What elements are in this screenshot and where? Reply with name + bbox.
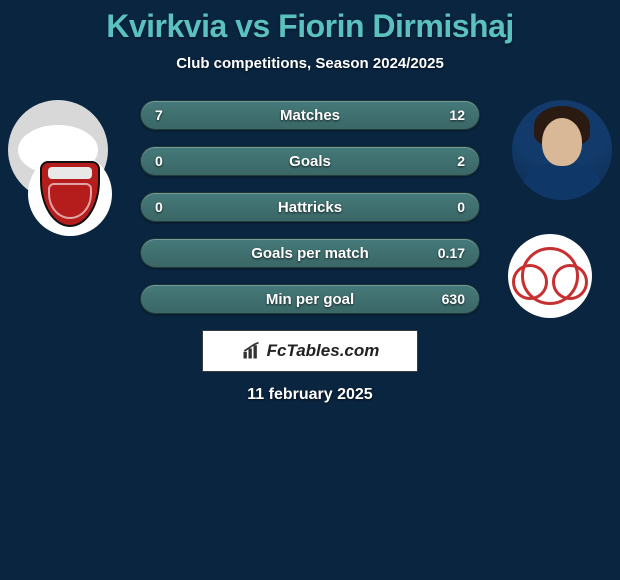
stats-list: 7 Matches 12 0 Goals 2 0 Hattricks 0 Goa… xyxy=(140,100,480,314)
stat-row: 7 Matches 12 xyxy=(140,100,480,130)
stat-value-right: 2 xyxy=(427,147,473,175)
stat-value-left: 0 xyxy=(147,147,193,175)
stat-value-right: 0.17 xyxy=(427,239,473,267)
stat-value-left xyxy=(147,239,193,267)
comparison-card: Kvirkvia vs Fiorin Dirmishaj Club compet… xyxy=(0,0,620,404)
stat-row: Goals per match 0.17 xyxy=(140,238,480,268)
brand-link[interactable]: FcTables.com xyxy=(202,330,418,372)
shirt-shape xyxy=(524,162,600,200)
stat-label: Goals per match xyxy=(251,245,369,262)
brand-text: FcTables.com xyxy=(267,341,380,361)
face-shape xyxy=(542,118,582,166)
club-logo-right xyxy=(508,234,592,318)
stat-row: 0 Hattricks 0 xyxy=(140,192,480,222)
subtitle: Club competitions, Season 2024/2025 xyxy=(0,55,620,72)
stat-value-right: 630 xyxy=(427,285,473,313)
stat-value-right: 12 xyxy=(427,101,473,129)
stat-row: Min per goal 630 xyxy=(140,284,480,314)
stat-value-left: 0 xyxy=(147,193,193,221)
rings-icon xyxy=(521,247,579,305)
stat-label: Min per goal xyxy=(266,291,354,308)
stat-label: Goals xyxy=(289,153,331,170)
club-logo-left xyxy=(28,152,112,236)
stat-label: Hattricks xyxy=(278,199,342,216)
shield-icon xyxy=(40,161,100,227)
date-label: 11 february 2025 xyxy=(0,386,620,404)
stat-value-left xyxy=(147,285,193,313)
main-area: 7 Matches 12 0 Goals 2 0 Hattricks 0 Goa… xyxy=(0,100,620,404)
bar-chart-icon xyxy=(241,341,261,361)
stat-row: 0 Goals 2 xyxy=(140,146,480,176)
player-photo-right xyxy=(512,100,612,200)
stat-label: Matches xyxy=(280,107,340,124)
stat-value-right: 0 xyxy=(427,193,473,221)
page-title: Kvirkvia vs Fiorin Dirmishaj xyxy=(0,8,620,45)
stat-value-left: 7 xyxy=(147,101,193,129)
